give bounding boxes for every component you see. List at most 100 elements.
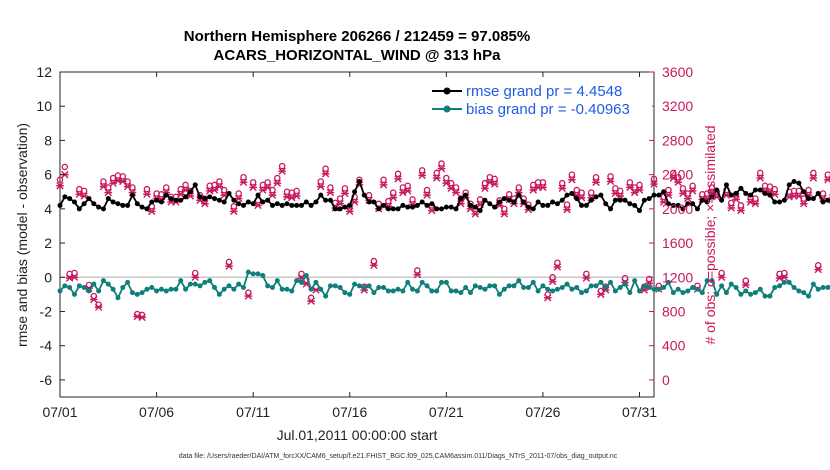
rmse-point xyxy=(603,201,609,207)
bias-point xyxy=(274,278,280,284)
rmse-point xyxy=(593,194,599,200)
rmse-point xyxy=(371,199,377,205)
bias-point xyxy=(173,286,179,292)
obs-possible-point xyxy=(443,174,450,182)
bias-point xyxy=(709,278,715,284)
rmse-point xyxy=(313,199,319,205)
bias-point xyxy=(226,283,232,289)
rmse-point xyxy=(723,182,729,188)
bias-point xyxy=(579,290,585,296)
rmse-point xyxy=(62,194,68,200)
bias-point xyxy=(694,286,700,292)
obs-possible-point xyxy=(191,269,199,277)
bias-point xyxy=(231,286,237,292)
rmse-point xyxy=(492,204,498,210)
bias-line xyxy=(59,270,830,300)
obs-assimilated-point xyxy=(732,195,740,204)
rmse-point xyxy=(91,201,97,207)
obs-assimilated-point xyxy=(606,177,615,186)
obs-assimilated-point xyxy=(370,261,378,269)
y-tick-label-left: -6 xyxy=(40,372,53,388)
rmse-point xyxy=(825,197,830,203)
obs-possible-point xyxy=(162,184,170,191)
bias-point xyxy=(221,286,227,292)
rmse-point xyxy=(163,192,169,198)
obs-assimilated-point xyxy=(452,188,460,197)
rmse-point xyxy=(598,192,604,198)
y-tick-label-left: 2 xyxy=(44,235,52,251)
rmse-point xyxy=(255,192,261,198)
obs-assimilated-point xyxy=(428,206,436,215)
rmse-point xyxy=(221,199,227,205)
bias-point xyxy=(139,290,145,296)
y-tick-label-left: 4 xyxy=(44,201,52,217)
bias-point xyxy=(216,291,222,297)
bias-point xyxy=(168,286,174,292)
bias-point xyxy=(482,286,488,292)
bias-point xyxy=(608,279,614,285)
bias-point xyxy=(665,279,671,285)
rmse-point xyxy=(332,206,338,212)
rmse-point xyxy=(212,196,218,202)
rmse-point xyxy=(57,202,63,208)
y-axis-label-right: # of obs: o=possible; ×=assimilated xyxy=(702,125,718,344)
obs-possible-point xyxy=(645,275,653,283)
rmse-point xyxy=(279,202,285,208)
obs-assimilated-point xyxy=(543,294,552,302)
obs-assimilated-point xyxy=(143,190,151,198)
x-tick-label: 07/21 xyxy=(429,404,464,420)
obs-possible-point xyxy=(119,173,127,180)
bias-point xyxy=(646,285,652,291)
bias-point xyxy=(492,283,498,289)
rmse-point xyxy=(390,206,396,212)
bias-point xyxy=(535,288,541,294)
bias-point xyxy=(593,283,599,289)
bias-point xyxy=(733,285,739,291)
rmse-point xyxy=(289,202,295,208)
y-tick-label-right: 2400 xyxy=(662,167,693,183)
rmse-point xyxy=(791,178,797,184)
obs-assimilated-point xyxy=(688,187,697,195)
y-tick-label-right: 2800 xyxy=(662,132,693,148)
rmse-point xyxy=(516,192,522,198)
obs-possible-point xyxy=(182,181,189,189)
bias-point xyxy=(71,291,77,297)
rmse-point xyxy=(274,201,280,207)
rmse-point xyxy=(448,204,454,210)
rmse-point xyxy=(559,197,565,203)
obs-possible-point xyxy=(708,184,716,191)
rmse-point xyxy=(419,199,425,205)
bias-point xyxy=(105,281,111,287)
bias-point xyxy=(245,269,251,275)
footnote: data file: /Users/raeder/DAI/ATM_forcXX/… xyxy=(179,453,618,460)
rmse-point xyxy=(424,202,430,208)
bias-point xyxy=(723,290,729,296)
bias-point xyxy=(762,293,768,299)
obs-assimilated-point xyxy=(795,192,803,200)
rmse-point xyxy=(472,204,478,210)
bias-point xyxy=(501,286,507,292)
obs-assimilated-point xyxy=(201,200,209,208)
obs-possible-point xyxy=(718,269,725,277)
bias-point xyxy=(810,281,816,287)
obs-assimilated-point xyxy=(80,192,88,200)
obs-possible-point xyxy=(737,202,745,209)
obs-assimilated-point xyxy=(737,206,745,215)
obs-possible-point xyxy=(177,185,184,193)
bias-point xyxy=(748,291,754,297)
rmse-point xyxy=(453,206,459,212)
rmse-point xyxy=(646,196,652,202)
rmse-point xyxy=(501,196,507,202)
rmse-point xyxy=(554,201,560,207)
obs-assimilated-point xyxy=(799,200,808,208)
obs-assimilated-point xyxy=(336,200,344,208)
obs-possible-point xyxy=(742,277,750,284)
rmse-point xyxy=(76,206,82,212)
obs-possible-point xyxy=(679,185,687,192)
y-tick-label-right: 2000 xyxy=(662,201,693,217)
bias-point xyxy=(318,286,324,292)
bias-point xyxy=(366,283,372,289)
rmse-point xyxy=(158,199,164,205)
bias-point xyxy=(158,286,164,292)
bias-point xyxy=(376,285,382,291)
